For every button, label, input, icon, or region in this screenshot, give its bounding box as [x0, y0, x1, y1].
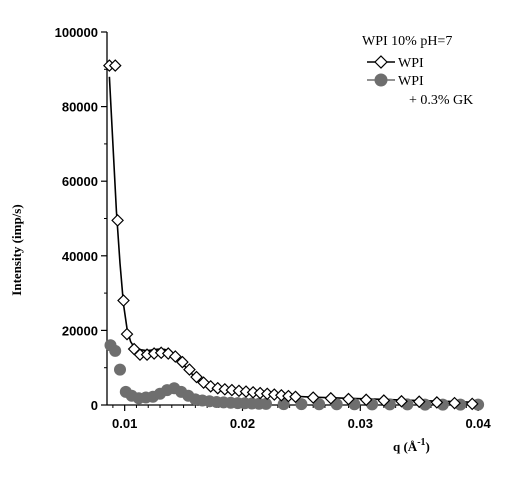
data-point-wpi	[377, 394, 391, 407]
legend-item-wpi-gk: WPI + 0.3% GK	[367, 73, 473, 108]
x-axis-title: q (Å-1)	[393, 437, 430, 454]
x-axis-title-prefix: q (Å	[393, 439, 418, 454]
data-point-wpi-gk	[260, 397, 272, 410]
x-axis-title-suffix: )	[426, 439, 430, 454]
data-point-wpi	[289, 390, 302, 404]
y-tick-label: 40000	[62, 249, 98, 264]
x-tick-label: 0.04	[465, 416, 491, 431]
data-point-wpi	[359, 393, 373, 407]
ticks-group: 0 20000 40000 60000 80000 100000 0.01 0.02 0.03 0…	[55, 25, 492, 431]
data-point-wpi	[211, 381, 225, 395]
x-axis-title-superscript: -1	[417, 437, 425, 448]
legend-item-wpi: WPI	[367, 55, 424, 71]
y-tick-label: 20000	[62, 323, 98, 338]
data-point-wpi	[117, 294, 130, 307]
legend-marker-wpi	[374, 55, 388, 69]
data-point-wpi-gk	[114, 363, 126, 376]
data-point-wpi	[183, 363, 196, 376]
data-point-wpi	[342, 392, 355, 406]
legend-label-wpi: WPI	[398, 56, 424, 71]
data-point-wpi	[465, 397, 479, 411]
y-tick-label: 0	[91, 398, 98, 413]
data-point-wpi	[306, 391, 320, 404]
series-group	[103, 59, 485, 411]
x-tick-label: 0.02	[230, 416, 255, 431]
data-point-wpi-gk	[313, 398, 326, 411]
data-point-wpi	[176, 355, 189, 369]
data-point-wpi	[430, 396, 444, 409]
y-tick-label: 80000	[62, 100, 98, 115]
x-tick-label: 0.01	[112, 416, 137, 431]
data-point-wpi	[108, 59, 122, 72]
data-point-wpi	[168, 350, 182, 363]
data-point-wpi	[324, 391, 338, 405]
legend-label-wpi-gk-line2: + 0.3% GK	[409, 93, 473, 108]
legend-label-wpi-gk-line1: WPI	[398, 74, 424, 89]
legend-title: WPI 10% pH=7	[362, 34, 452, 49]
data-point-wpi-gk	[109, 344, 122, 357]
data-point-wpi	[395, 394, 408, 408]
y-tick-label: 60000	[62, 174, 98, 189]
legend: WPI 10% pH=7 WPI WPI + 0.3% GK	[362, 34, 473, 108]
legend-marker-wpi-gk	[374, 73, 388, 87]
data-point-wpi-gk	[277, 398, 290, 411]
data-point-wpi	[448, 396, 461, 410]
data-point-wpi	[111, 214, 124, 227]
y-tick-label: 100000	[55, 25, 98, 40]
data-point-wpi-gk	[295, 398, 308, 411]
y-axis-title: Intensity (imp/s)	[9, 204, 24, 295]
x-tick-label: 0.03	[348, 416, 373, 431]
data-point-wpi	[412, 395, 426, 408]
data-point-wpi	[190, 370, 203, 384]
data-point-wpi	[120, 327, 134, 341]
